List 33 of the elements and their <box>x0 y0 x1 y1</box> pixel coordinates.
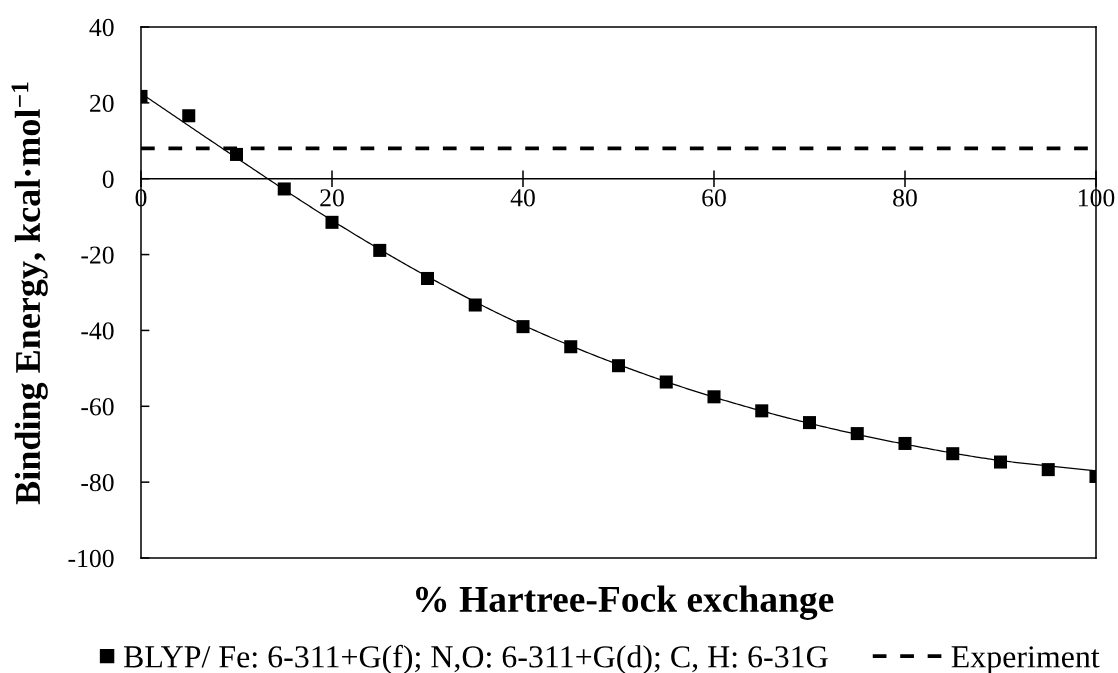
y-tick-label: -60 <box>81 398 114 416</box>
y-tick-label: -80 <box>81 473 114 492</box>
x-axis-title: % Hartree-Fock exchange <box>416 585 834 620</box>
point <box>277 182 291 196</box>
point <box>564 340 578 354</box>
point <box>898 436 912 450</box>
point <box>373 243 387 257</box>
x-tick-label: 60 <box>702 189 726 207</box>
point <box>325 215 339 229</box>
point <box>993 455 1008 469</box>
point <box>707 390 721 404</box>
point <box>755 404 769 418</box>
y-tick-label: 0 <box>102 170 114 188</box>
point <box>850 427 864 441</box>
x-tick-label: 80 <box>893 189 917 207</box>
point <box>946 447 960 461</box>
point <box>468 298 482 312</box>
point <box>182 109 196 123</box>
y-tick-label: -20 <box>81 246 114 264</box>
point <box>659 375 673 389</box>
y-tick-label: -100 <box>68 549 114 568</box>
x-tick-label: 20 <box>320 189 344 207</box>
y-tick-label: 40 <box>89 18 114 37</box>
point <box>516 320 530 334</box>
x-tick-label: 40 <box>510 189 535 207</box>
y-tick-label: -40 <box>81 322 114 340</box>
point <box>611 359 626 373</box>
y-axis-title: Binding Energy, kcal·mol$^{−1}$ <box>11 82 48 505</box>
y-tick-label: 20 <box>90 94 114 113</box>
point <box>229 147 244 161</box>
point <box>1041 463 1055 477</box>
point <box>802 416 817 430</box>
point <box>420 271 435 285</box>
